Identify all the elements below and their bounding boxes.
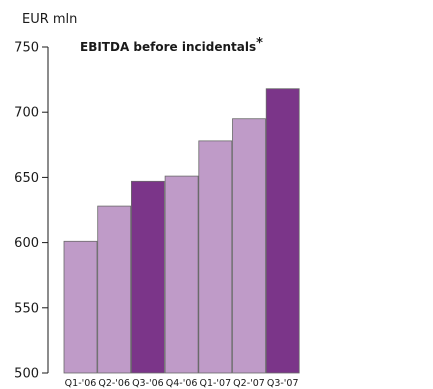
y-tick-label: 700 [14,106,39,121]
y-tick-label: 500 [14,367,39,382]
bar-q3-06 [130,180,165,374]
chart-title-text: EBITDA before incidentals [80,40,256,54]
x-axis-labels: Q1-'06 Q2-'06 Q3-'06 Q4-'06 Q1-'07 Q2-'07 Q3-'… [65,378,299,389]
x-tick-label: Q1-'06 [65,378,97,389]
bars-group [63,88,300,374]
x-tick-label: Q3-'07 [267,378,299,389]
x-tick-label: Q3-'06 [132,378,164,389]
x-tick-label: Q2-'07 [233,378,265,389]
bar-q1-07 [198,140,233,374]
y-axis-unit-label: EUR mln [22,12,77,27]
y-tick-label: 600 [14,236,39,251]
x-tick-label: Q2-'06 [98,378,130,389]
y-tick-label: 650 [14,171,39,186]
bar-q1-06 [63,240,98,374]
y-axis: 500 550 600 650 700 750 [14,41,49,382]
x-tick-label: Q4-'06 [166,378,198,389]
y-tick-label: 550 [14,301,39,316]
chart-title-asterisk: * [256,36,263,51]
bar-q4-06 [164,175,199,374]
chart-title: EBITDA before incidentals* [80,36,263,54]
x-tick-label: Q1-'07 [199,378,231,389]
y-tick-label: 750 [14,41,39,56]
bar-q2-07 [232,118,266,374]
bar-q2-06 [97,205,132,374]
bar-q3-07 [265,88,300,374]
